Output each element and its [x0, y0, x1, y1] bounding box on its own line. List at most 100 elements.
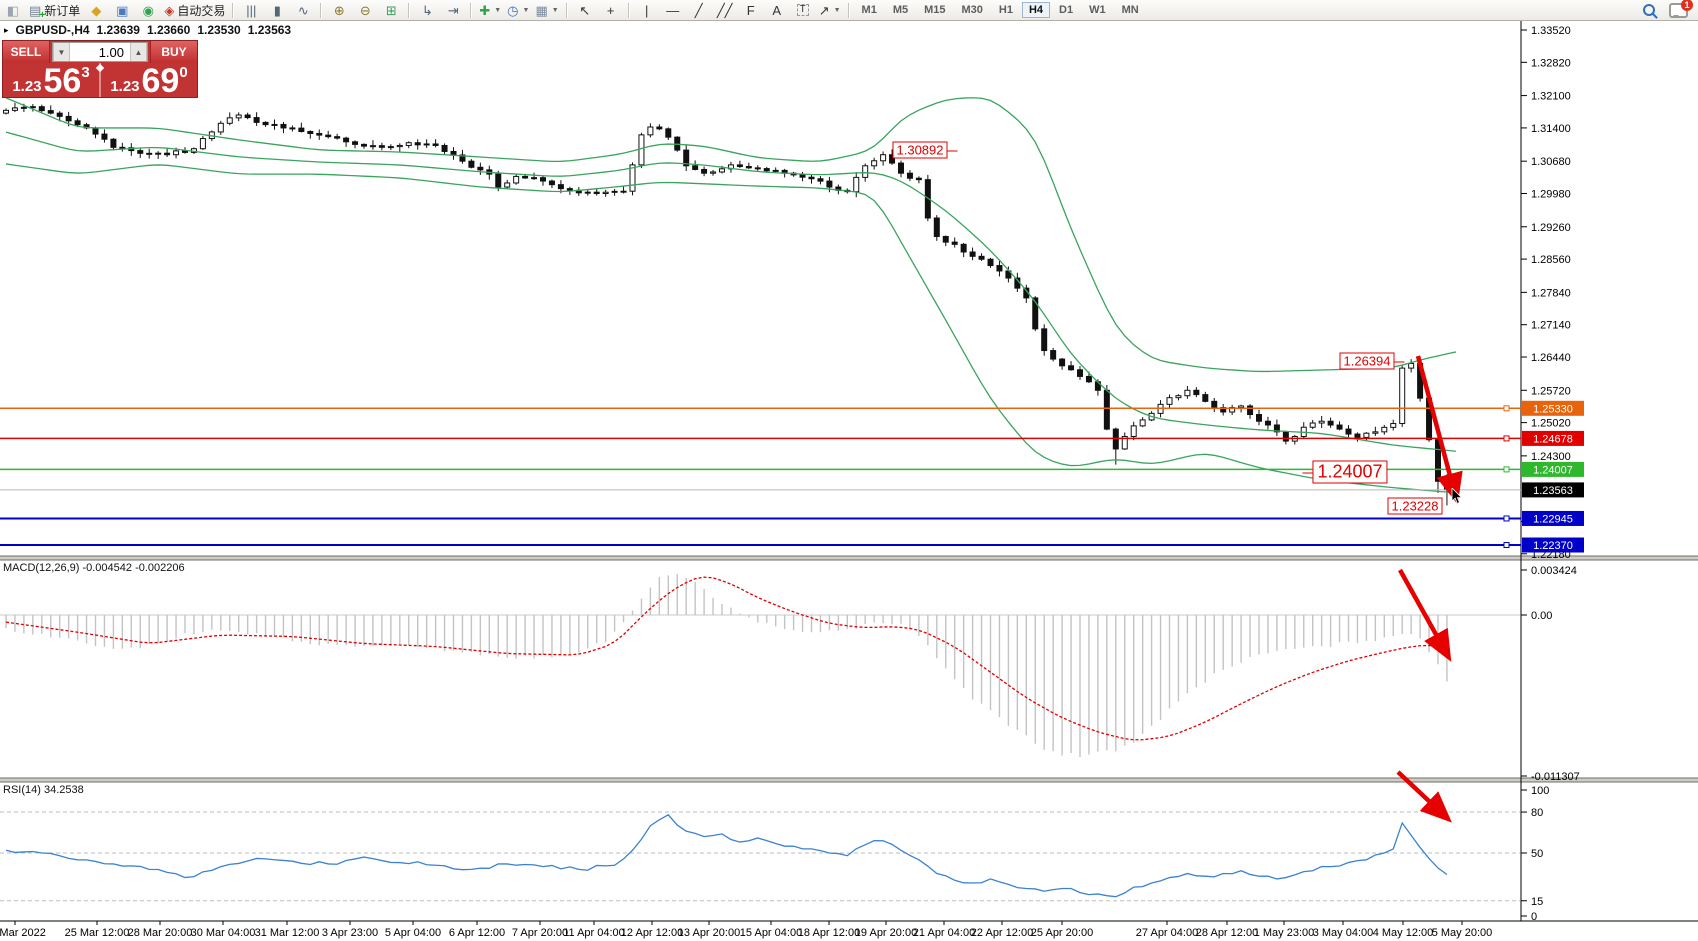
- time-axis-label: 28 Apr 12:00: [1196, 927, 1258, 939]
- line-handle[interactable]: [1503, 542, 1510, 549]
- periods-button[interactable]: ◷ ▼: [504, 1, 532, 19]
- chart-title: ▸ GBPUSD-,H4 1.23639 1.23660 1.23530 1.2…: [4, 23, 291, 37]
- line-handle[interactable]: [1503, 466, 1510, 473]
- buy-button[interactable]: BUY: [150, 41, 197, 63]
- candles-layer: [3, 102, 1450, 506]
- timeframe-toolbar: M1 M5 M15 M30 H1 H4 D1 W1 MN: [854, 0, 1147, 20]
- open-value: 1.23639: [96, 23, 140, 37]
- equidistant-channel-button[interactable]: ╱╱: [712, 1, 738, 19]
- autotrading-button[interactable]: ◈ 自动交易: [161, 1, 228, 19]
- sell-button[interactable]: SELL: [3, 41, 50, 63]
- macd-signal-line: [5, 576, 1448, 741]
- chart-shift-button[interactable]: ⇥: [440, 1, 466, 19]
- bar-chart-button[interactable]: |||: [238, 1, 264, 19]
- arrows-button-dropdown[interactable]: ▼: [833, 6, 841, 14]
- arrows-button[interactable]: ↗ ▼: [816, 1, 844, 19]
- timeframe-button-m15[interactable]: M15: [924, 4, 946, 16]
- horizontal-line-button[interactable]: —: [660, 1, 686, 19]
- pane-splitter[interactable]: [0, 778, 1698, 782]
- timeframe-button-m30[interactable]: M30: [961, 4, 983, 16]
- line-chart-button[interactable]: ∿: [290, 1, 316, 19]
- line-handle[interactable]: [1503, 405, 1510, 412]
- templates-button-dropdown[interactable]: ▼: [551, 6, 559, 14]
- macd-layer: [0, 574, 1520, 758]
- metaeditor-button[interactable]: ◆: [83, 1, 109, 19]
- timeframe-button-m1[interactable]: M1: [861, 4, 877, 16]
- terminal-button[interactable]: ▣: [109, 1, 135, 19]
- search-icon[interactable]: [1643, 4, 1655, 16]
- zoom-out-button[interactable]: ⊖: [352, 1, 378, 19]
- annotation-connector: [947, 150, 958, 151]
- macd-indicator-label: MACD(12,26,9) -0.004542 -0.002206: [3, 562, 185, 574]
- periods-button-dropdown[interactable]: ▼: [522, 6, 530, 14]
- volume-stepper: ▼ 1.00 ▲: [52, 42, 148, 62]
- cursor-icon: ↖: [579, 2, 591, 18]
- mouse-cursor-icon: [1451, 488, 1463, 505]
- signals-button[interactable]: ◉: [135, 1, 161, 19]
- trendline-button[interactable]: ╱: [686, 1, 712, 19]
- indicators-button-dropdown[interactable]: ▼: [494, 6, 502, 14]
- vertical-line-button[interactable]: |: [634, 1, 660, 19]
- toolbar-buttons: ◧ ▤ + 新订单 ◆ ▣ ◉ ◈ 自动交易 ||| ▮ ∿ ⊕ ⊖ ⊞ ↳ ⇥ ✚ ▼ ◷ ▼ ▦ ▼ ↖ + | — ╱ ╱╱ F A T…: [0, 0, 854, 20]
- timeframe-button-h4[interactable]: H4: [1021, 2, 1051, 18]
- chat-icon[interactable]: 1: [1669, 0, 1693, 18]
- price-annotation[interactable]: 1.26394: [1339, 352, 1405, 370]
- trend-arrow-rsi[interactable]: [1396, 770, 1452, 823]
- line-handle[interactable]: [1503, 435, 1510, 442]
- text-label-button[interactable]: T: [790, 1, 816, 19]
- terminal-icon: ▣: [116, 2, 129, 18]
- price-badge-text: 1.25330: [1533, 403, 1573, 415]
- rsi-axis-label: 80: [1531, 807, 1543, 819]
- price-axis-tick: 1.26440: [1531, 352, 1571, 364]
- cursor-button[interactable]: ↖: [572, 1, 598, 19]
- pane-splitter[interactable]: [0, 556, 1698, 560]
- volume-increase-button[interactable]: ▲: [130, 43, 147, 61]
- candlestick-chart-button[interactable]: ▮: [264, 1, 290, 19]
- metaeditor-icon: ◆: [91, 2, 102, 18]
- indicators-button[interactable]: ✚ ▼: [476, 1, 504, 19]
- buy-price[interactable]: 1.23 69 0: [101, 63, 197, 98]
- timeframe-button-m5[interactable]: M5: [892, 4, 909, 16]
- templates-button[interactable]: ▦ ▼: [532, 1, 561, 19]
- chart-window-button[interactable]: ◧: [0, 1, 26, 19]
- indicators-icon: ✚: [479, 2, 491, 18]
- zoom-in-button[interactable]: ⊕: [326, 1, 352, 19]
- price-annotation[interactable]: 1.23228: [1387, 497, 1443, 515]
- new-order-button[interactable]: ▤ + 新订单: [26, 1, 83, 21]
- price-annotation[interactable]: 1.24007: [1302, 460, 1388, 484]
- timeframe-button-h1[interactable]: H1: [998, 4, 1013, 16]
- time-axis-label: 22 Apr 12:00: [971, 927, 1033, 939]
- volume-field[interactable]: 1.00: [98, 44, 124, 60]
- sell-price[interactable]: 1.23 56 3: [3, 63, 99, 98]
- text-button[interactable]: A: [764, 1, 790, 19]
- time-axis-label: 13 Apr 20:00: [678, 927, 740, 939]
- text-icon: A: [772, 2, 782, 18]
- horizontal-line-icon: —: [666, 2, 680, 18]
- timeframe-button-w1[interactable]: W1: [1089, 4, 1106, 16]
- trend-arrow-macd[interactable]: [1398, 568, 1452, 662]
- timeframe-button-mn[interactable]: MN: [1121, 4, 1139, 16]
- timeframe-button-d1[interactable]: D1: [1059, 4, 1074, 16]
- line-handle[interactable]: [1503, 515, 1510, 522]
- tile-windows-button[interactable]: ⊞: [378, 1, 404, 19]
- time-axis-label: 15 Apr 04:00: [740, 927, 802, 939]
- chart-window-icon: ◧: [6, 2, 20, 18]
- time-axis-label: 3 Apr 23:00: [322, 927, 378, 939]
- symbol-marker-icon: ▸: [4, 24, 9, 35]
- time-axis-label: 3 May 04:00: [1313, 927, 1374, 939]
- crosshair-button[interactable]: +: [598, 1, 624, 19]
- fibonacci-icon: F: [746, 2, 755, 18]
- price-annotation[interactable]: 1.30892: [892, 141, 958, 159]
- signals-icon: ◉: [142, 2, 154, 18]
- time-axis-label: 5 May 20:00: [1432, 927, 1493, 939]
- trend-arrow-main[interactable]: [1415, 355, 1463, 505]
- autotrading-icon: ◈: [164, 2, 175, 18]
- volume-decrease-button[interactable]: ▼: [53, 43, 70, 61]
- price-axis-tick: 1.31400: [1531, 123, 1571, 135]
- auto-scroll-button[interactable]: ↳: [414, 1, 440, 19]
- indicator-axes: 0.003424 0.00 -0.011307 100 80 50 15 0: [1521, 565, 1580, 923]
- fibonacci-button[interactable]: F: [738, 1, 764, 19]
- price-axis-tick: 1.30680: [1531, 156, 1571, 168]
